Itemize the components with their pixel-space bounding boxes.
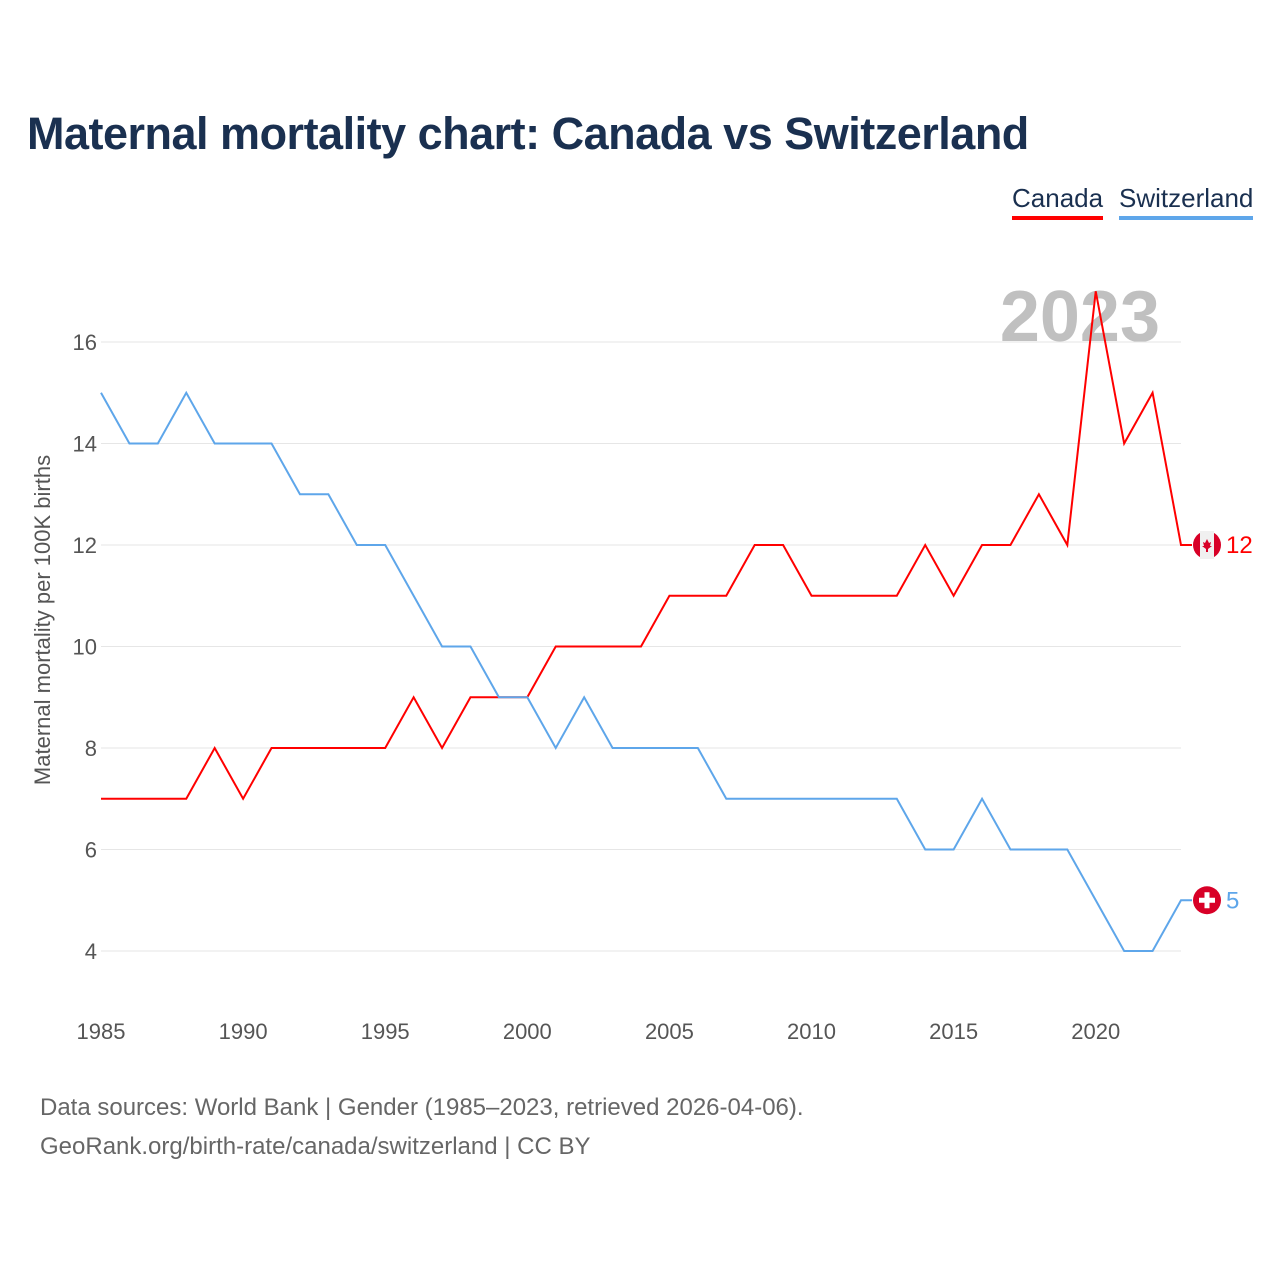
maple-leaf-icon	[1202, 539, 1212, 552]
x-tick-label: 2015	[929, 1019, 978, 1044]
chart-title: Maternal mortality chart: Canada vs Swit…	[27, 108, 1029, 159]
y-tick-label: 4	[85, 939, 97, 964]
x-tick-label: 1990	[219, 1019, 268, 1044]
x-tick-label: 1985	[77, 1019, 126, 1044]
series-line-switzerland	[100, 390, 1192, 952]
x-tick-label: 2000	[503, 1019, 552, 1044]
x-tick-label: 1995	[361, 1019, 410, 1044]
x-tick-label: 2010	[787, 1019, 836, 1044]
legend-switzerland[interactable]: Switzerland	[1119, 183, 1254, 220]
end-value-label: 12	[1226, 532, 1253, 559]
y-tick-label: 12	[73, 533, 97, 558]
source-line-2[interactable]: GeoRank.org/birth-rate/canada/switzerlan…	[40, 1133, 591, 1160]
y-tick-label: 16	[73, 330, 97, 355]
source-note: Data sources: World Bank | Gender (1985–…	[40, 1088, 804, 1166]
y-tick-label: 8	[85, 736, 97, 761]
y-tick-label: 14	[73, 432, 97, 457]
source-line-1: Data sources: World Bank | Gender (1985–…	[40, 1094, 804, 1121]
x-tick-label: 2020	[1071, 1019, 1120, 1044]
series-line-canada	[101, 291, 1192, 801]
year-watermark: 2023	[1000, 277, 1160, 357]
y-axis-label: Maternal mortality per 100K births	[30, 455, 55, 785]
swiss-cross-h	[1199, 897, 1215, 903]
end-value-label: 5	[1226, 887, 1239, 914]
y-tick-label: 10	[73, 635, 97, 660]
legend-canada[interactable]: Canada	[1012, 183, 1104, 220]
x-tick-label: 2005	[645, 1019, 694, 1044]
y-tick-label: 6	[85, 838, 97, 863]
